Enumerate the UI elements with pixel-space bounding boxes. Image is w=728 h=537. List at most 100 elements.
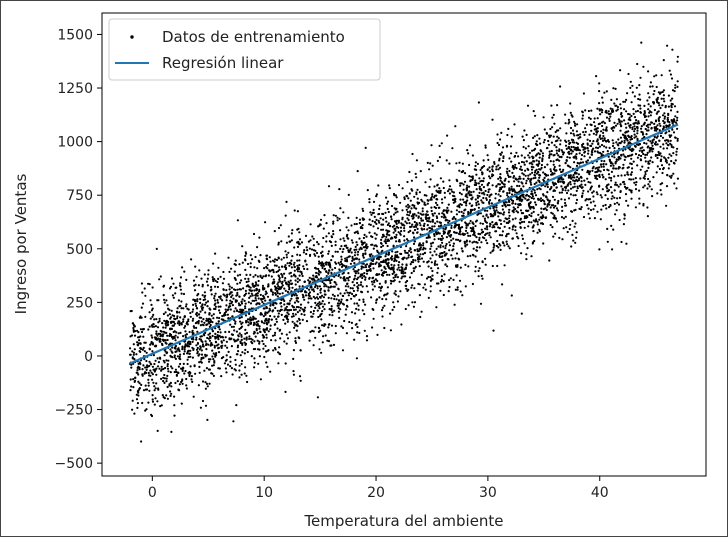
data-point xyxy=(529,173,532,176)
data-point xyxy=(264,344,267,348)
data-point xyxy=(668,163,671,166)
data-point xyxy=(258,290,261,293)
data-point xyxy=(671,89,675,92)
data-point xyxy=(668,130,671,133)
data-point xyxy=(204,355,207,358)
data-point xyxy=(403,275,406,278)
data-point xyxy=(497,246,500,249)
data-point xyxy=(638,189,641,192)
data-point xyxy=(436,271,439,274)
data-point xyxy=(214,292,217,295)
data-point xyxy=(250,355,253,358)
data-point xyxy=(565,147,568,150)
data-point xyxy=(647,177,650,181)
data-point xyxy=(150,413,153,416)
data-point xyxy=(517,162,521,165)
data-point xyxy=(180,307,183,310)
data-point xyxy=(435,253,438,256)
data-point xyxy=(483,193,486,196)
data-point xyxy=(499,177,502,180)
data-point xyxy=(215,322,218,325)
data-point xyxy=(429,279,432,282)
data-point xyxy=(499,248,502,251)
data-point xyxy=(297,306,300,309)
data-point xyxy=(244,366,247,369)
data-point xyxy=(225,289,228,292)
data-point xyxy=(339,260,342,263)
data-point xyxy=(269,328,272,331)
data-point xyxy=(446,219,449,222)
data-point xyxy=(341,349,345,352)
data-point xyxy=(446,265,449,268)
data-point xyxy=(391,308,394,311)
data-point xyxy=(662,94,666,97)
data-point xyxy=(253,321,256,324)
data-point xyxy=(535,143,538,147)
data-point xyxy=(369,211,372,214)
data-point xyxy=(393,194,396,197)
data-point xyxy=(392,267,395,271)
data-point xyxy=(499,152,502,156)
data-point xyxy=(381,306,384,309)
data-point xyxy=(430,245,433,248)
data-point xyxy=(662,89,666,92)
data-point xyxy=(580,158,583,161)
data-point xyxy=(228,338,231,341)
data-point xyxy=(551,126,554,129)
data-point xyxy=(166,314,169,317)
data-point xyxy=(439,177,442,180)
data-point xyxy=(545,173,548,176)
data-point xyxy=(676,177,680,180)
data-point xyxy=(661,136,665,139)
data-point xyxy=(338,217,341,220)
data-point xyxy=(394,229,397,232)
data-point xyxy=(397,231,400,234)
data-point xyxy=(361,224,364,227)
data-point xyxy=(523,129,526,132)
data-point xyxy=(579,161,582,164)
data-point xyxy=(521,212,525,215)
data-point xyxy=(170,277,174,280)
data-point xyxy=(571,233,574,236)
data-point xyxy=(556,135,559,138)
data-point xyxy=(215,352,218,355)
data-point xyxy=(573,120,576,123)
data-point xyxy=(573,141,576,144)
data-point xyxy=(315,251,319,255)
data-point xyxy=(153,370,156,373)
data-point xyxy=(269,314,272,318)
data-point xyxy=(623,217,626,220)
data-point xyxy=(567,139,570,142)
data-point xyxy=(330,305,333,308)
data-point xyxy=(616,122,619,125)
data-point xyxy=(317,269,321,273)
data-point xyxy=(333,285,336,288)
data-point xyxy=(282,318,285,321)
data-point xyxy=(478,236,481,239)
data-point xyxy=(299,270,302,273)
data-point xyxy=(286,290,289,293)
data-point xyxy=(399,290,402,293)
data-point xyxy=(263,307,266,310)
data-point xyxy=(192,298,195,301)
data-point xyxy=(524,169,527,172)
data-point xyxy=(265,350,268,353)
data-point xyxy=(231,294,234,297)
data-point xyxy=(265,361,268,364)
data-point xyxy=(600,163,603,166)
data-point xyxy=(133,379,137,382)
data-point xyxy=(186,342,189,345)
data-point xyxy=(600,165,603,168)
data-point xyxy=(178,320,181,323)
data-point xyxy=(641,133,645,136)
data-point xyxy=(668,134,671,137)
data-point xyxy=(354,251,357,254)
data-point xyxy=(376,227,380,230)
data-point xyxy=(431,225,434,228)
data-point xyxy=(649,105,652,108)
data-point xyxy=(552,113,555,116)
data-point xyxy=(341,326,345,329)
data-point xyxy=(667,156,670,159)
data-point xyxy=(458,210,461,213)
data-point xyxy=(350,224,353,227)
